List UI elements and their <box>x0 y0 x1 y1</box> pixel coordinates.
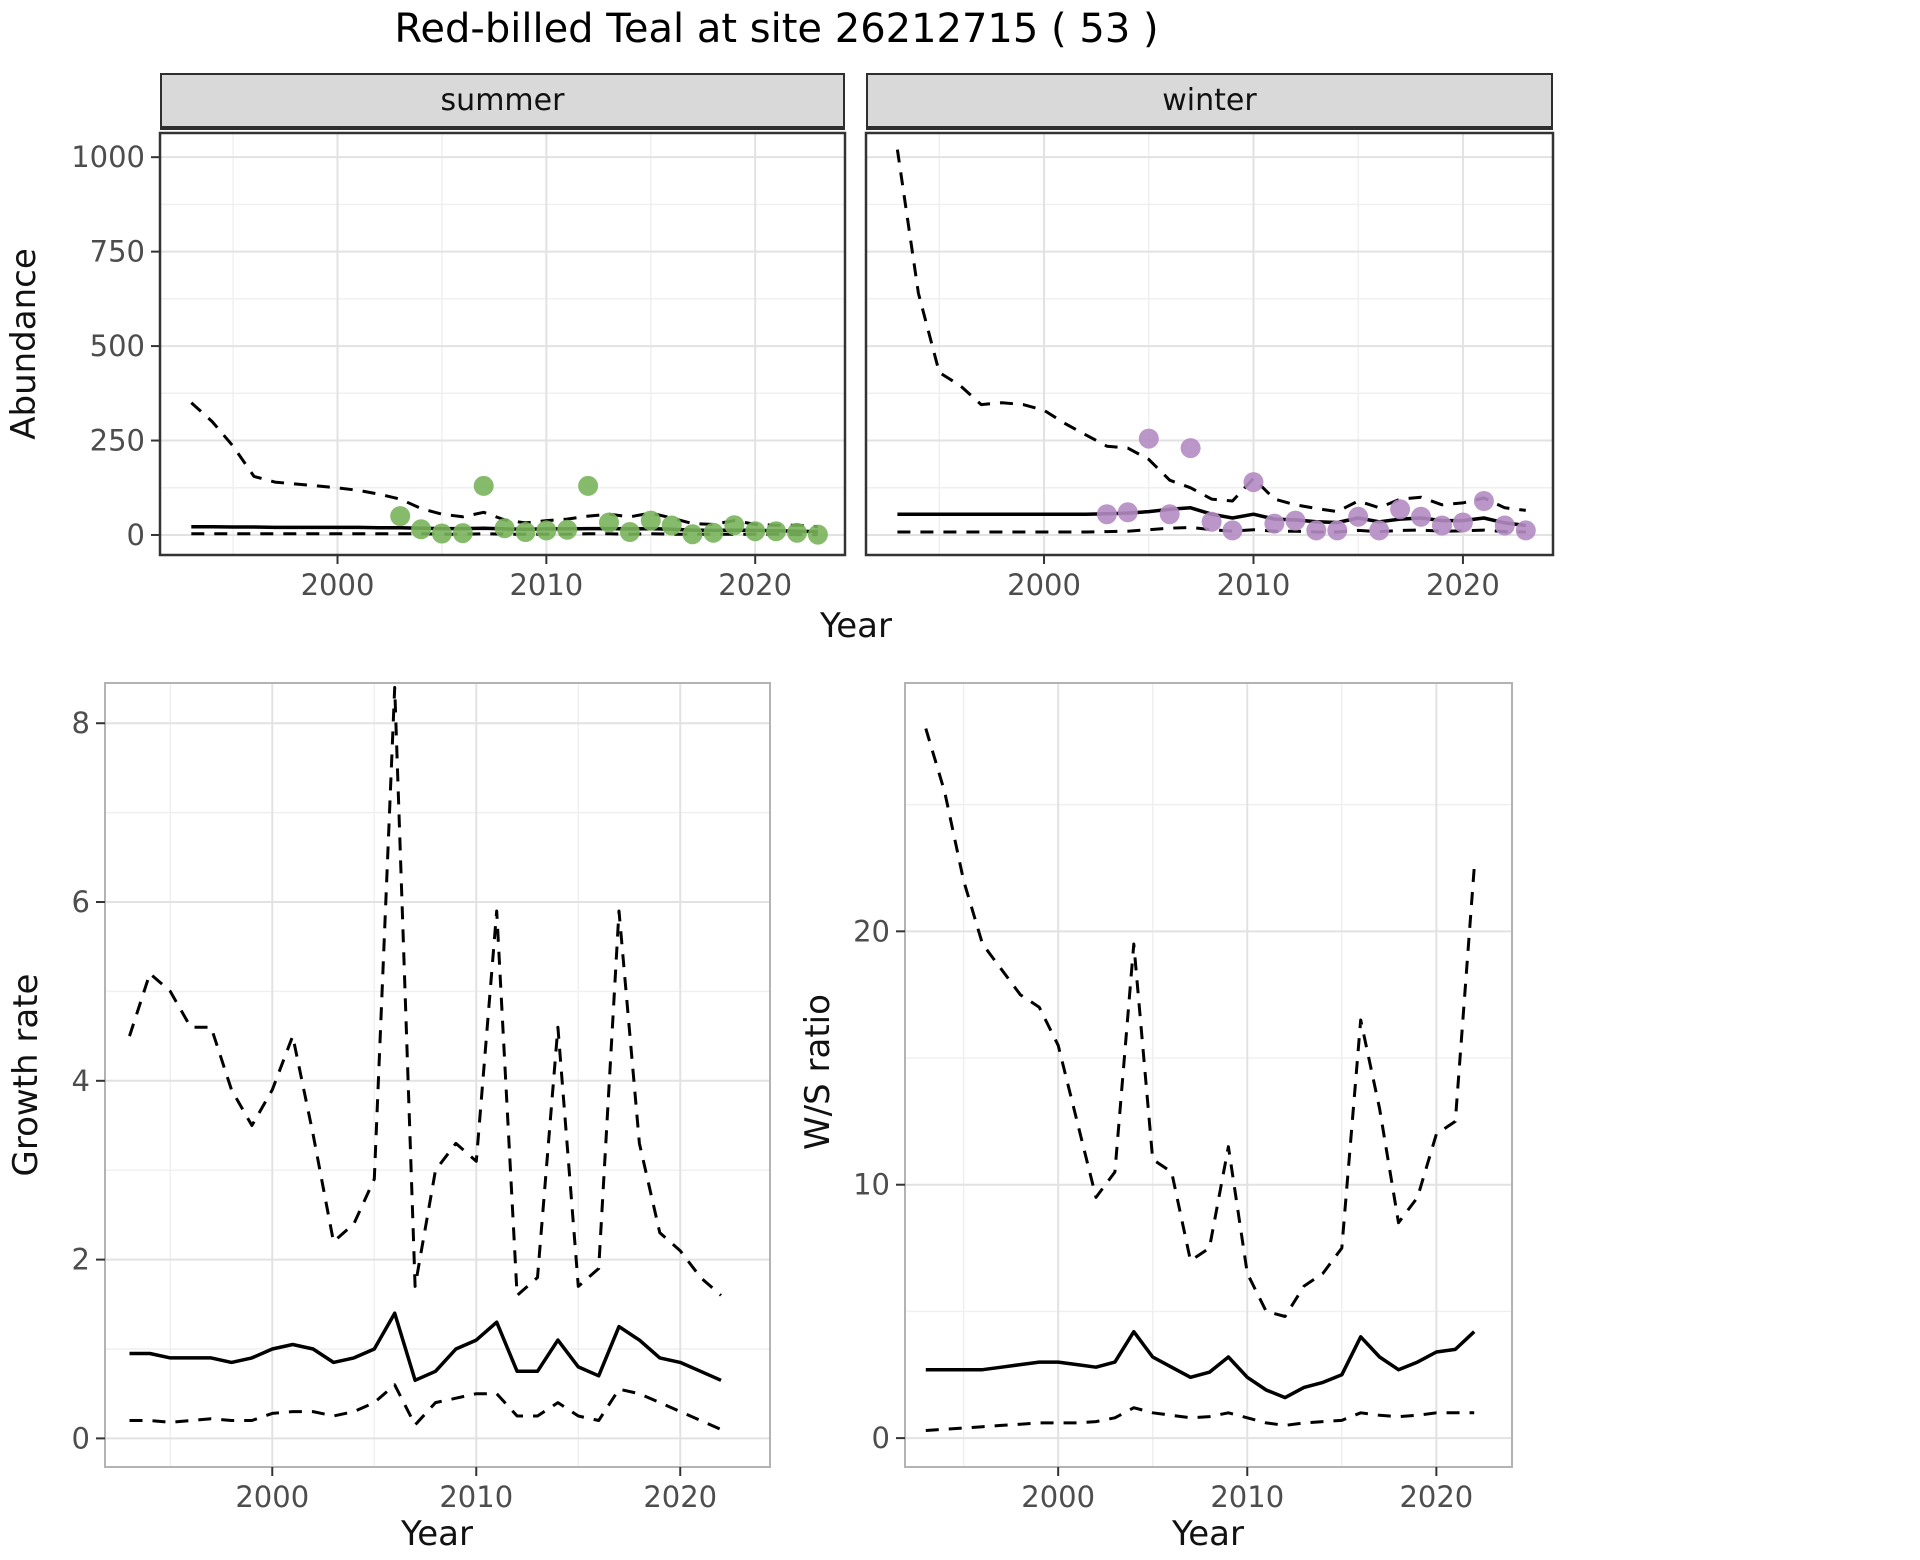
svg-text:2000: 2000 <box>1007 568 1081 602</box>
svg-text:2000: 2000 <box>301 568 375 602</box>
svg-text:2010: 2010 <box>439 1480 513 1514</box>
abundance-summer-chart: 2000 2010 2020 0 250 500 750 1000 <box>71 131 847 602</box>
year-axis-label-bottom-left: Year <box>401 1514 473 1554</box>
year-axis-label-bottom-right: Year <box>1172 1514 1244 1554</box>
svg-text:2000: 2000 <box>1021 1480 1095 1514</box>
facet-strip-summer: summer <box>160 73 845 130</box>
svg-text:0: 0 <box>127 518 145 552</box>
facet-strip-summer-label: summer <box>440 83 565 118</box>
svg-text:2020: 2020 <box>1426 568 1500 602</box>
year-axis-label-top: Year <box>820 606 892 646</box>
growth-rate-chart: 2000 2010 2020 0 2 4 6 8 <box>72 682 771 1514</box>
plot-title: Red-billed Teal at site 26212715 ( 53 ) <box>394 6 1159 52</box>
svg-text:6: 6 <box>72 885 90 919</box>
svg-text:2010: 2010 <box>1210 1480 1284 1514</box>
svg-text:8: 8 <box>72 706 90 740</box>
svg-text:2020: 2020 <box>643 1480 717 1514</box>
svg-text:2010: 2010 <box>1217 568 1291 602</box>
svg-text:2: 2 <box>72 1243 90 1277</box>
svg-text:2020: 2020 <box>718 568 792 602</box>
svg-text:10: 10 <box>853 1168 890 1202</box>
ws-ratio-chart: 2000 2010 2020 0 10 20 <box>853 682 1513 1514</box>
svg-text:20: 20 <box>853 914 890 948</box>
svg-text:1000: 1000 <box>71 140 145 174</box>
svg-text:250: 250 <box>90 424 145 458</box>
svg-text:2000: 2000 <box>235 1480 309 1514</box>
abundance-winter-chart: 2000 2010 2020 <box>864 131 1555 602</box>
svg-text:0: 0 <box>872 1421 890 1455</box>
svg-text:2010: 2010 <box>509 568 583 602</box>
facet-strip-winter: winter <box>866 73 1553 130</box>
svg-text:2020: 2020 <box>1399 1480 1473 1514</box>
svg-text:0: 0 <box>72 1421 90 1455</box>
svg-text:500: 500 <box>90 329 145 363</box>
svg-text:4: 4 <box>72 1064 90 1098</box>
facet-strip-winter-label: winter <box>1162 83 1257 118</box>
abundance-axis-label: Abundance <box>4 248 44 440</box>
svg-text:750: 750 <box>90 235 145 269</box>
